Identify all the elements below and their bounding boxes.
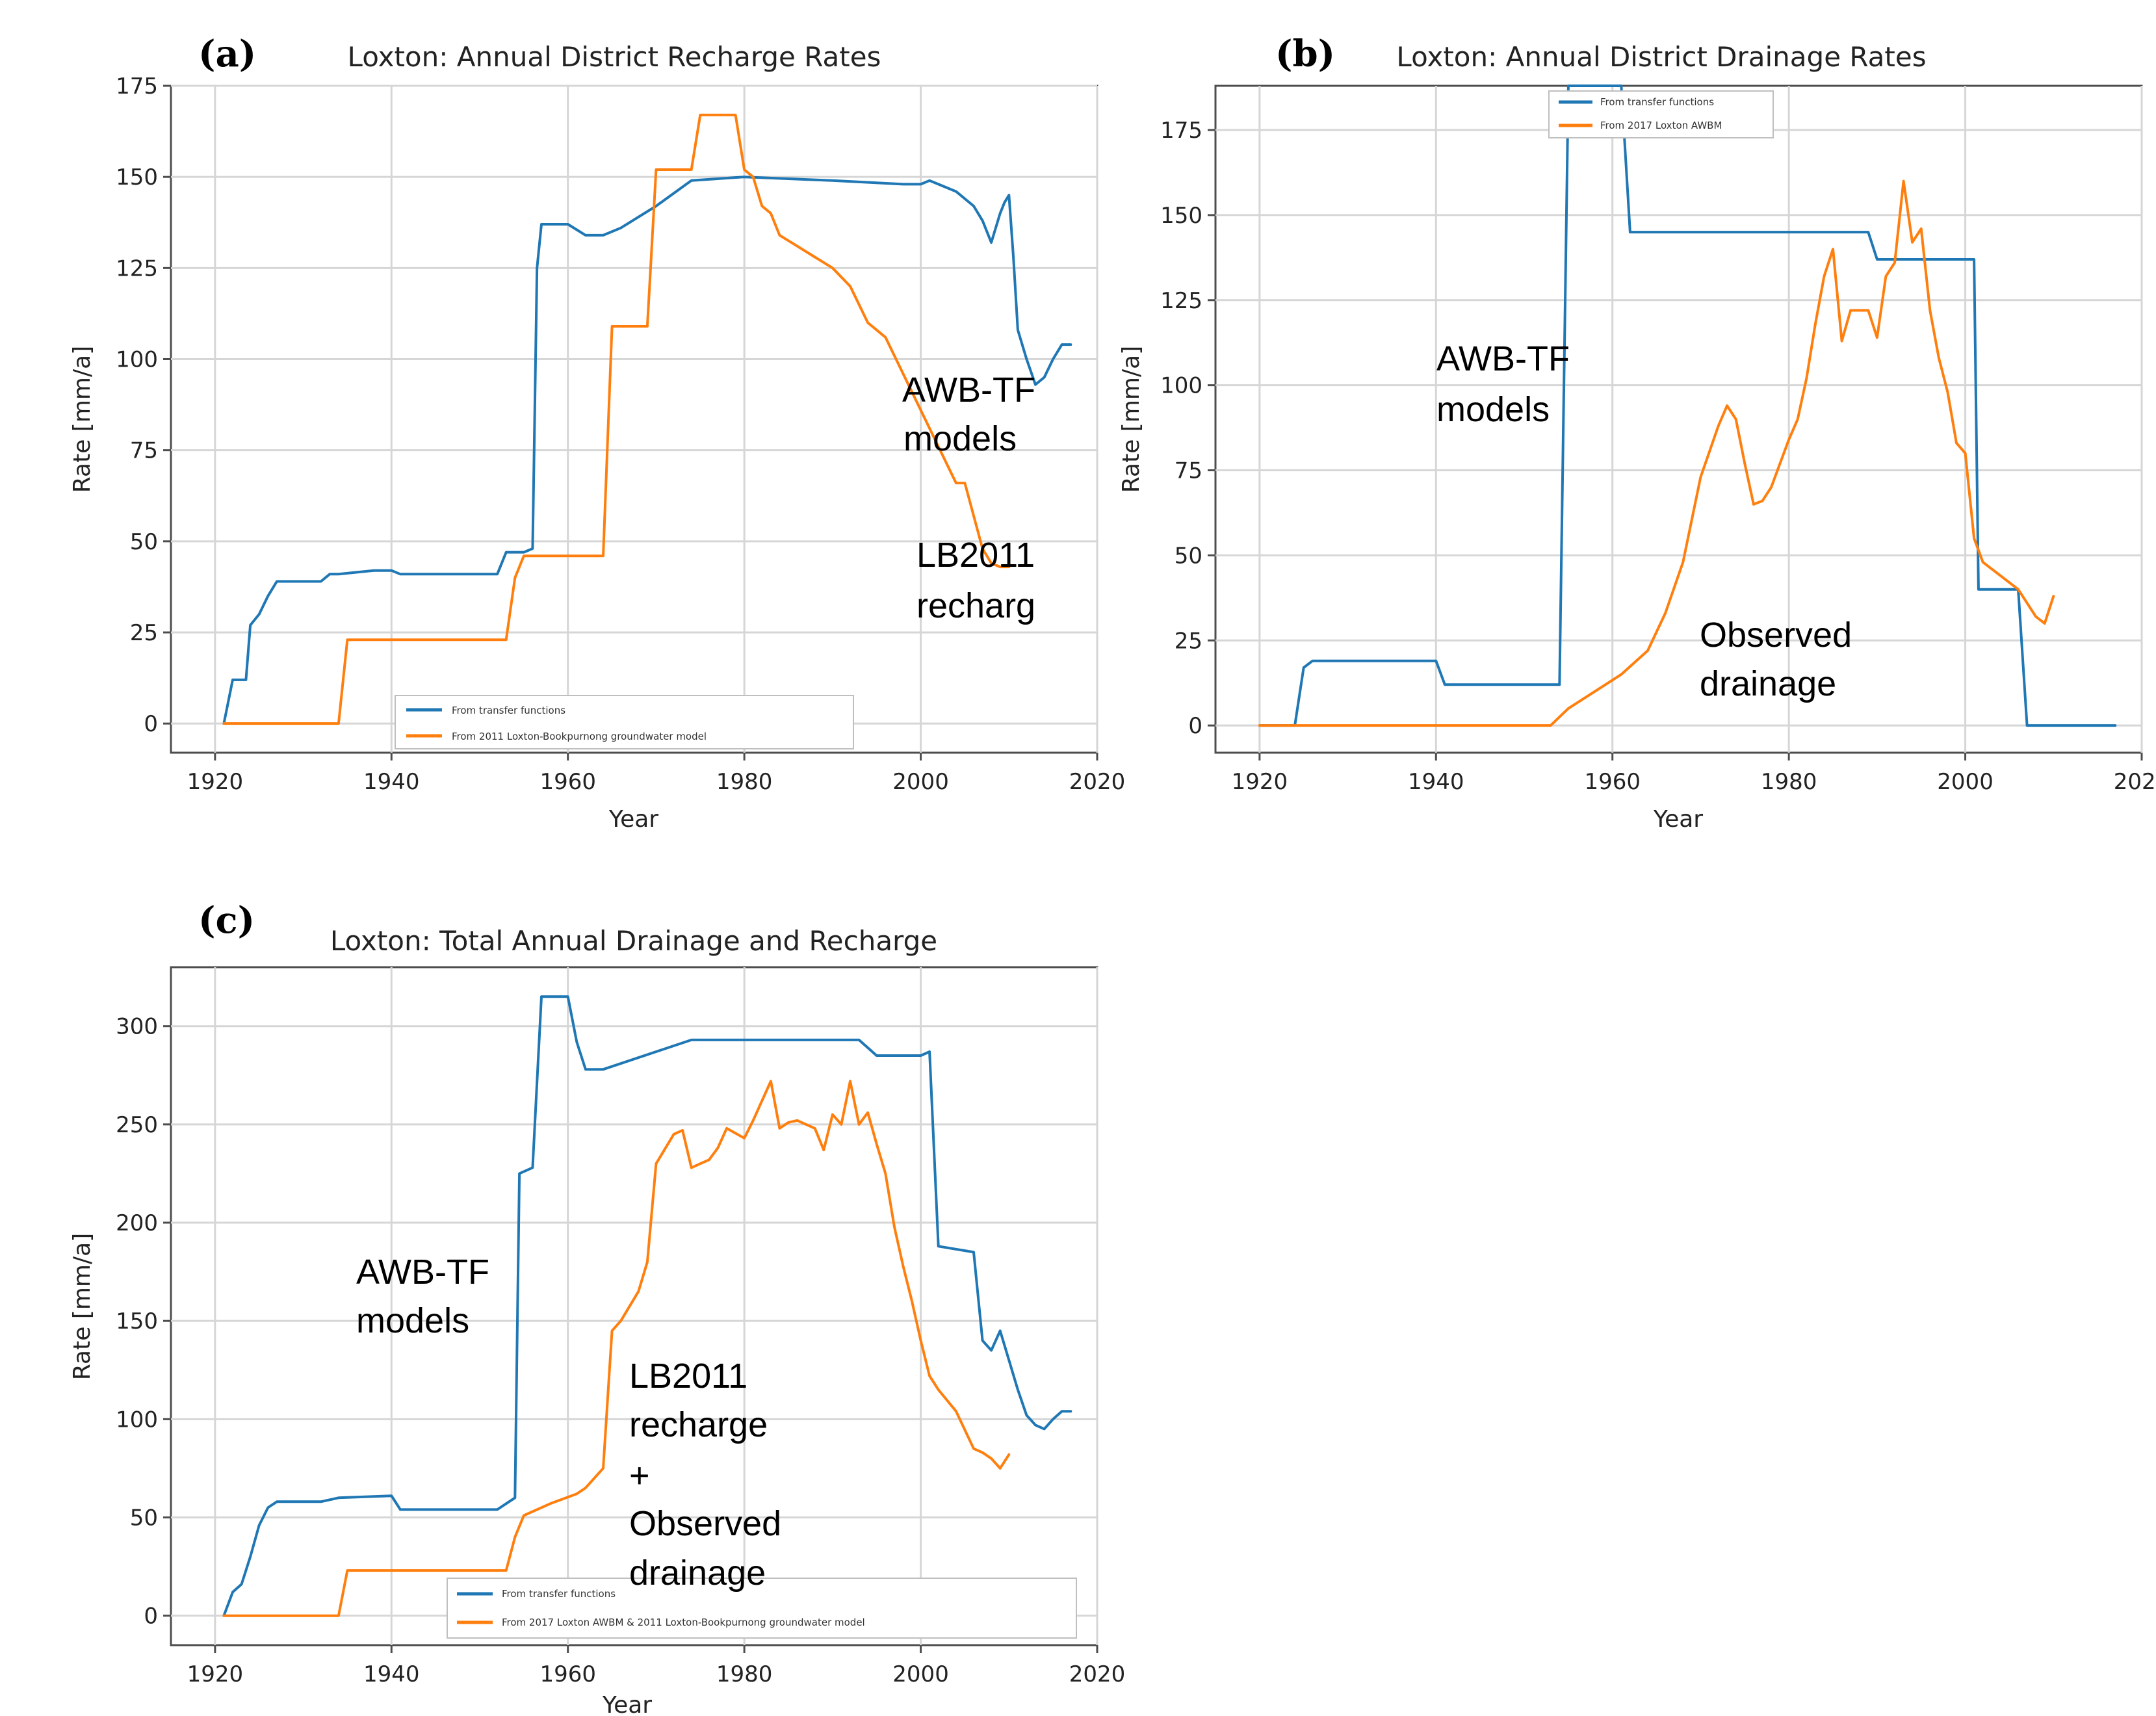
legend-label: From transfer functions [1600,96,1714,108]
x-tick-label: 1940 [363,769,420,795]
x-tick-label: 2020 [1069,1661,1126,1687]
x-axis-label: Year [602,1692,652,1716]
chart-title: Loxton: Total Annual Drainage and Rechar… [330,925,937,957]
legend-box [447,1578,1077,1639]
y-tick-label: 50 [1175,543,1202,569]
legend: From transfer functions From 2017 Loxton… [1548,90,1774,138]
annotation: drainage [629,1554,766,1592]
y-axis-label: Rate [mm/a] [69,1233,96,1380]
y-tick-label: 300 [116,1014,158,1040]
annotation: recharg [916,586,1035,625]
legend-label: From transfer functions [502,1588,616,1600]
legend-label: From transfer functions [452,705,565,716]
annotation: models [356,1301,469,1340]
chart-title: Loxton: Annual District Drainage Rates [1396,41,1926,73]
chart-title: Loxton: Annual District Recharge Rates [348,41,881,73]
annotation: drainage [1700,664,1836,703]
y-tick-label: 200 [116,1210,158,1236]
annotation: models [903,419,1017,458]
y-axis-label: Rate [mm/a] [1118,346,1145,493]
series-line-model [222,1080,1011,1617]
y-tick-label: 75 [130,438,158,464]
annotation: AWB-TF [1436,339,1570,378]
y-tick-label: 175 [116,73,158,99]
plot-frame [1214,84,2143,754]
annotation: recharge [629,1405,768,1444]
y-tick-label: 0 [144,1604,158,1630]
x-tick-label: 2000 [892,1661,949,1687]
x-tick-label: 1920 [187,1661,244,1687]
y-tick-label: 50 [130,1505,158,1531]
x-tick-label: 2000 [1937,769,1994,795]
legend-label: From 2017 Loxton AWBM & 2011 Loxton-Book… [502,1617,865,1628]
x-tick-label: 1980 [1761,769,1817,795]
y-tick-label: 25 [130,620,158,646]
annotation: models [1436,390,1550,429]
x-tick-label: 1960 [539,769,596,795]
annotation: LB2011 [629,1357,747,1396]
panel-c: 1920 1940 1960 1980 2000 2020 0 50 100 150 200 250 3… [69,899,1125,1716]
panel-a: 1920 1940 1960 1980 2000 2020 0 25 50 75 100 125 150… [69,32,1125,833]
x-tick-label: 1940 [363,1661,420,1687]
plot-frame [170,966,1098,1646]
y-tick-label: 100 [116,346,158,372]
annotation: Observed [1700,616,1852,655]
y-tick-label: 175 [1160,118,1202,144]
legend-label: From 2017 Loxton AWBM [1600,120,1722,131]
x-tick-label: 2000 [892,769,949,795]
y-tick-label: 125 [116,255,158,281]
y-tick-label: 0 [144,711,158,737]
x-axis-label: Year [608,806,658,833]
y-tick-label: 150 [116,1308,158,1334]
x-tick-label: 1940 [1408,769,1464,795]
x-tick-label: 1960 [1584,769,1641,795]
annotation: Observed [629,1504,781,1543]
y-tick-label: 0 [1188,713,1202,739]
x-tick-label: 1960 [539,1661,596,1687]
y-tick-label: 50 [130,529,158,555]
y-tick-label: 25 [1175,628,1202,654]
series-line-model [1258,179,2055,727]
x-tick-label: 2020 [2114,769,2156,795]
x-axis-label: Year [1653,806,1703,833]
y-tick-label: 250 [116,1112,158,1138]
x-tick-label: 2020 [1069,769,1126,795]
legend-box [395,695,854,749]
x-tick-label: 1980 [716,1661,773,1687]
panel-b: 1920 1940 1960 1980 2000 2020 0 25 50 75 100 125 150… [1118,32,2156,833]
series-line-transfer-functions [222,995,1072,1617]
annotation: AWB-TF [356,1253,489,1292]
y-tick-label: 150 [1160,203,1202,229]
annotation: LB2011 [916,536,1035,575]
y-tick-label: 150 [116,164,158,190]
x-tick-label: 1920 [187,769,244,795]
series-line-transfer-functions [1258,84,2117,727]
x-tick-label: 1980 [716,769,773,795]
y-axis-label: Rate [mm/a] [69,346,96,493]
y-tick-label: 125 [1160,288,1202,314]
panel-label: (b) [1275,32,1335,75]
annotation: AWB-TF [902,370,1035,410]
plot-frame [170,84,1098,754]
legend-box [1548,90,1774,138]
legend: From transfer functions From 2011 Loxton… [395,695,854,749]
x-tick-label: 1920 [1232,769,1288,795]
legend: From transfer functions From 2017 Loxton… [447,1578,1077,1639]
annotation: + [629,1456,650,1495]
series-line-transfer-functions [222,176,1072,725]
y-tick-label: 75 [1175,458,1202,484]
series-line-model [222,113,1011,725]
y-tick-label: 100 [1160,373,1202,399]
panel-label: (c) [198,899,255,942]
y-tick-label: 100 [116,1407,158,1433]
legend-label: From 2011 Loxton-Bookpurnong groundwater… [452,731,707,742]
panel-label: (a) [198,32,256,75]
